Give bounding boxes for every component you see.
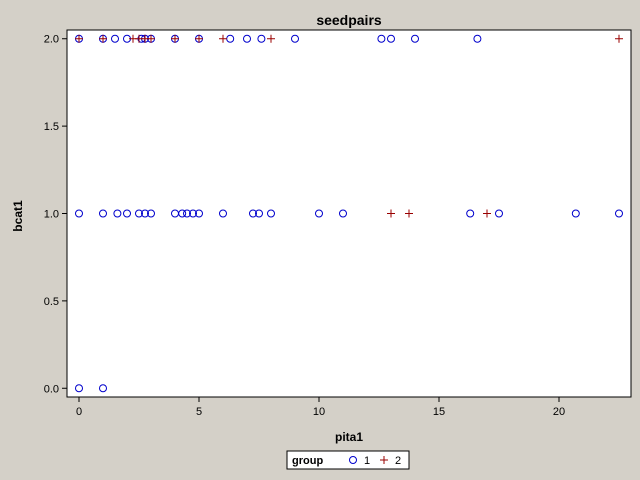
point-2: [405, 209, 413, 218]
point-1: [99, 384, 107, 393]
y-tick-label: 1.5: [44, 121, 59, 133]
legend-label-1: 1: [364, 455, 370, 467]
legend: group 1 2: [286, 450, 410, 470]
x-tick-label: 20: [553, 406, 565, 418]
point-1: [387, 34, 395, 43]
x-tick-label: 0: [76, 406, 82, 418]
point-1: [219, 209, 227, 218]
point-1: [339, 209, 347, 218]
point-1: [111, 34, 119, 43]
point-2: [615, 34, 623, 43]
point-2: [75, 34, 83, 43]
point-1: [141, 209, 149, 218]
point-1: [183, 209, 191, 218]
point-1: [411, 34, 419, 43]
point-1: [377, 34, 386, 43]
point-2: [147, 34, 155, 43]
point-1: [75, 209, 83, 218]
point-1: [135, 209, 143, 218]
point-1: [473, 34, 482, 43]
legend-marker-1: [349, 456, 357, 464]
y-axis-ticks: 0.0 0.5 1.0 1.5 2.0: [44, 34, 67, 395]
legend-marker-2: [380, 456, 388, 464]
point-1: [99, 209, 107, 218]
data-points: [75, 34, 623, 393]
point-1: [615, 209, 623, 218]
y-tick-label: 0.0: [44, 383, 59, 395]
point-1: [571, 209, 580, 218]
point-1: [123, 209, 131, 218]
point-1: [147, 209, 155, 218]
y-tick-label: 2.0: [44, 34, 59, 46]
point-1: [178, 209, 187, 218]
x-axis-ticks: 0 5 10 15 20: [76, 397, 565, 418]
legend-box: [286, 450, 410, 470]
point-1: [113, 209, 122, 218]
point-1: [495, 209, 503, 218]
point-1: [267, 209, 275, 218]
point-1: [257, 34, 266, 43]
point-2: [387, 209, 395, 218]
point-2: [99, 34, 107, 43]
plot-frame: [66, 29, 632, 398]
x-tick-label: 10: [313, 406, 325, 418]
point-1: [249, 209, 257, 218]
point-2: [195, 34, 203, 43]
chart-title: seedpairs: [316, 12, 382, 28]
point-2: [267, 34, 275, 43]
y-tick-label: 0.5: [44, 296, 59, 308]
point-1: [195, 209, 203, 218]
point-1: [291, 34, 299, 43]
y-axis-label: bcat1: [11, 200, 25, 232]
point-2: [219, 34, 227, 43]
point-1: [466, 209, 475, 218]
x-tick-label: 5: [196, 406, 202, 418]
point-2: [483, 209, 491, 218]
point-1: [315, 209, 323, 218]
point-2: [171, 34, 179, 43]
legend-label-2: 2: [395, 455, 401, 467]
point-1: [243, 34, 251, 43]
x-tick-label: 15: [433, 406, 445, 418]
point-1: [75, 384, 83, 393]
legend-title: group: [292, 455, 323, 467]
series-2: [75, 34, 623, 218]
point-1: [189, 209, 197, 218]
point-1: [255, 209, 263, 218]
x-axis-label: pita1: [335, 430, 363, 444]
y-tick-label: 1.0: [44, 209, 59, 221]
